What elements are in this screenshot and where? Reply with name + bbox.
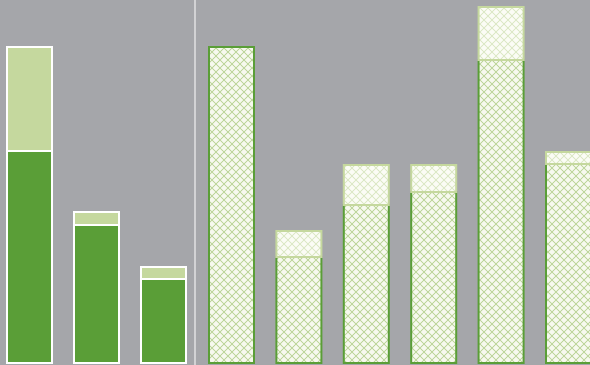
- bar-segment: [477, 59, 525, 364]
- bar-segment: [208, 46, 255, 364]
- bar-segment: [6, 46, 53, 152]
- bar-segment: [342, 164, 390, 206]
- bar-segment: [410, 191, 458, 364]
- bar-segment: [545, 163, 590, 364]
- bar-segment: [545, 151, 590, 165]
- bar-segment: [73, 224, 120, 364]
- bar-segment: [410, 164, 458, 193]
- bar-segment: [6, 150, 53, 364]
- bar-segment: [342, 204, 390, 364]
- bar-segment: [275, 256, 323, 364]
- bar-segment: [73, 211, 120, 226]
- bar-segment: [275, 230, 323, 258]
- bar-segment: [140, 266, 187, 280]
- bar-segment: [477, 6, 525, 61]
- bar-segment: [140, 278, 187, 364]
